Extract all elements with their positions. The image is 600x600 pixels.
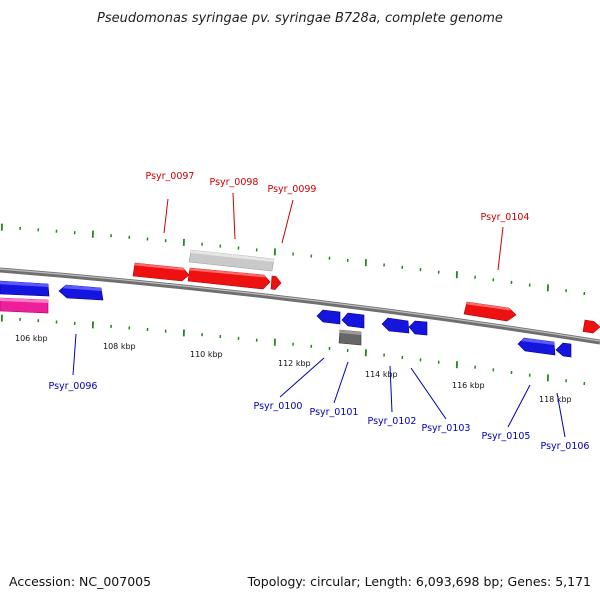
- label-psyr-0099[interactable]: Psyr_0099: [268, 184, 317, 195]
- gene-psyr-0105[interactable]: [517, 337, 556, 356]
- rna-gene-track: [338, 329, 362, 346]
- scale-labels: 106 kbp 108 kbp 110 kbp 112 kbp 114 kbp …: [15, 334, 572, 404]
- leader-psyr-0098: [232, 192, 236, 240]
- label-psyr-0101[interactable]: Psyr_0101: [310, 407, 359, 418]
- inner-tick-track: [0, 314, 586, 386]
- forward-leader-lines: [163, 192, 504, 271]
- leader-psyr-0104: [497, 226, 504, 271]
- gene-edge-forward[interactable]: [582, 319, 600, 334]
- tick-label-108-kbp: 108 kbp: [103, 342, 136, 351]
- accession-text: Accession: NC_007005: [9, 574, 151, 589]
- gene-psyr-0101-rna[interactable]: [338, 329, 362, 346]
- label-psyr-0098[interactable]: Psyr_0098: [210, 177, 259, 188]
- label-psyr-0100[interactable]: Psyr_0100: [254, 401, 303, 412]
- label-psyr-0096[interactable]: Psyr_0096: [49, 381, 98, 392]
- forward-gene-labels: Psyr_0097 Psyr_0098 Psyr_0099 Psyr_0104: [146, 171, 530, 223]
- gene-psyr-0102[interactable]: [381, 317, 410, 334]
- leader-psyr-0103: [410, 367, 447, 420]
- genome-backbone: [0, 267, 600, 345]
- gene-psyr-0104[interactable]: [463, 301, 517, 322]
- gene-edge-reverse[interactable]: [0, 280, 50, 297]
- leader-psyr-0097: [163, 198, 169, 234]
- gene-psyr-0101[interactable]: [341, 312, 365, 329]
- tick-label-118-kbp: 118 kbp: [539, 395, 572, 404]
- tick-label-114-kbp: 114 kbp: [365, 370, 398, 379]
- gene-psyr-0100[interactable]: [316, 309, 341, 325]
- leader-psyr-0102: [389, 365, 393, 413]
- genome-title: Pseudomonas syringae pv. syringae B728a,…: [97, 11, 503, 26]
- leader-psyr-0106: [556, 392, 566, 438]
- genome-backbone-highlight: [0, 268, 600, 342]
- gene-psyr-0106[interactable]: [555, 342, 572, 358]
- reverse-gene-track: [0, 280, 572, 358]
- tick-label-106-kbp: 106 kbp: [15, 334, 48, 343]
- gene-edge-pink[interactable]: [0, 297, 49, 314]
- reverse-gene-labels: Psyr_0096 Psyr_0100 Psyr_0101 Psyr_0102 …: [49, 381, 590, 452]
- gene-psyr-0098[interactable]: [187, 267, 271, 290]
- label-psyr-0106[interactable]: Psyr_0106: [541, 441, 590, 452]
- gene-psyr-0103[interactable]: [408, 320, 428, 336]
- gene-psyr-0096[interactable]: [58, 284, 104, 301]
- reverse-leader-lines: [72, 333, 566, 438]
- label-psyr-0097[interactable]: Psyr_0097: [146, 171, 195, 182]
- label-psyr-0103[interactable]: Psyr_0103: [422, 423, 471, 434]
- pseudo-gene-track: [188, 249, 275, 272]
- gene-psyr-0098-pseudo[interactable]: [188, 249, 275, 272]
- tick-label-116-kbp: 116 kbp: [452, 381, 485, 390]
- tick-label-112-kbp: 112 kbp: [278, 359, 311, 368]
- pink-gene-track: [0, 297, 49, 314]
- leader-psyr-0105: [507, 384, 531, 428]
- leader-psyr-0096: [72, 333, 77, 376]
- forward-gene-track: [132, 262, 600, 334]
- genome-summary-text: Topology: circular; Length: 6,093,698 bp…: [247, 574, 591, 589]
- label-psyr-0105[interactable]: Psyr_0105: [482, 431, 531, 442]
- label-psyr-0102[interactable]: Psyr_0102: [368, 416, 417, 427]
- leader-psyr-0101: [333, 361, 349, 404]
- label-psyr-0104[interactable]: Psyr_0104: [481, 212, 530, 223]
- leader-psyr-0099: [281, 199, 294, 244]
- outer-tick-track: [0, 223, 586, 296]
- gene-psyr-0099[interactable]: [270, 275, 282, 290]
- leader-psyr-0100: [279, 357, 325, 398]
- gene-psyr-0097[interactable]: [132, 262, 190, 282]
- tick-label-110-kbp: 110 kbp: [190, 350, 223, 359]
